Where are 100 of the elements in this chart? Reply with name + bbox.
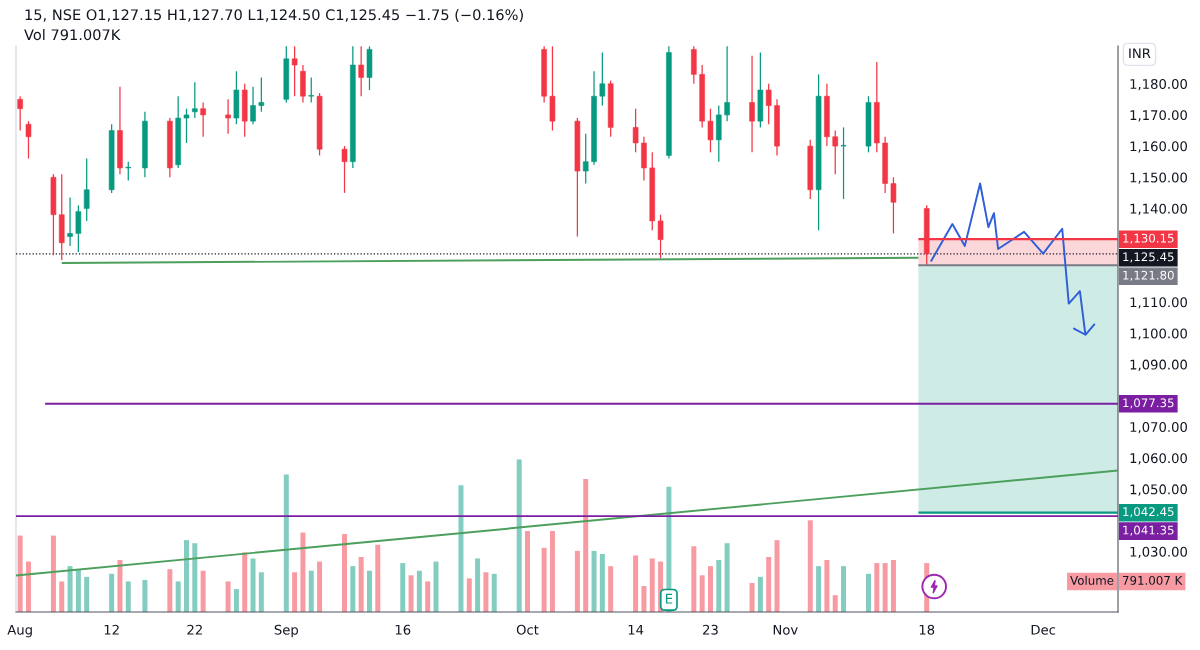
bar — [308, 570, 314, 612]
y-tick-label: 1,150.00 — [1130, 172, 1187, 184]
bar — [466, 578, 472, 612]
bar — [699, 575, 705, 612]
bar — [583, 479, 589, 612]
candlestick — [765, 83, 772, 125]
bar — [317, 561, 323, 612]
bar — [358, 556, 364, 612]
bar — [483, 572, 489, 612]
candlestick — [582, 133, 589, 185]
candlestick — [125, 161, 132, 182]
bar — [890, 560, 896, 612]
bar — [67, 566, 73, 612]
bar — [816, 566, 822, 612]
bar — [475, 558, 481, 612]
bar — [874, 563, 880, 612]
x-tick-label: Nov — [773, 624, 798, 635]
bar — [525, 531, 530, 612]
annotation: E — [666, 593, 673, 604]
bar — [832, 595, 838, 612]
text: 791.007 K — [1122, 575, 1183, 585]
candlestick — [192, 81, 198, 119]
x-tick-label: 14 — [628, 624, 644, 635]
bar — [366, 570, 372, 612]
candlestick — [183, 108, 190, 144]
annotation: Volume — [1070, 575, 1114, 585]
y-tick-label: 1,100.00 — [1130, 328, 1187, 340]
bar — [375, 544, 381, 612]
bar — [184, 540, 189, 612]
bar — [342, 534, 348, 612]
bar — [350, 566, 356, 612]
bar — [125, 581, 131, 612]
bar — [716, 560, 722, 612]
bar — [599, 553, 605, 612]
y-tick-label: 1,060.00 — [1130, 453, 1187, 465]
candlestick — [291, 46, 298, 97]
chart-title: Vol 791.007K — [24, 28, 121, 41]
y-tick-label: 1,180.00 — [1130, 78, 1187, 91]
y-tick-label: 1,070.00 — [1130, 421, 1187, 434]
candlestick — [17, 95, 23, 132]
x-tick-label: Sep — [274, 624, 299, 638]
bar — [425, 581, 431, 612]
bar — [824, 560, 830, 612]
bar — [491, 573, 497, 612]
y-tick-label: 1,090.00 — [1130, 359, 1187, 371]
data-label: 1,130.15 — [1123, 233, 1174, 244]
bar — [574, 550, 580, 612]
bar — [17, 535, 23, 612]
bar — [292, 572, 298, 612]
candlestick — [200, 101, 206, 138]
x-tick-label: Oct — [516, 624, 539, 635]
ref-line-label: 1,125.45 — [1123, 252, 1174, 263]
bar — [591, 550, 597, 612]
bar — [250, 558, 256, 612]
bar — [175, 581, 181, 612]
candlestick — [308, 76, 315, 104]
bar — [117, 560, 123, 612]
bar — [691, 546, 697, 612]
y-axis-title: INR — [1129, 48, 1151, 59]
candlestick — [258, 76, 265, 113]
bar — [59, 581, 65, 612]
candlestick — [83, 157, 90, 222]
bar — [749, 582, 755, 612]
candlestick — [707, 108, 714, 153]
x-tick-label: 12 — [104, 624, 119, 635]
bar — [458, 485, 464, 612]
bar — [408, 575, 414, 612]
bar — [283, 474, 289, 612]
bar — [866, 573, 871, 612]
candlestick — [724, 46, 730, 122]
y-tick-label: 1,140.00 — [1130, 203, 1187, 216]
x-tick-label: 23 — [703, 624, 718, 635]
bar — [433, 561, 439, 612]
bar — [649, 558, 655, 612]
x-tick-label: Dec — [1031, 624, 1056, 635]
candlestick — [890, 176, 897, 235]
bar — [516, 459, 522, 612]
bar — [50, 535, 56, 612]
bar — [300, 532, 306, 612]
bar — [167, 569, 173, 612]
bar — [200, 570, 206, 612]
candlestick — [657, 214, 664, 259]
bar — [549, 531, 555, 612]
candlestick — [599, 51, 606, 107]
candlestick — [632, 108, 639, 153]
bar — [242, 552, 248, 612]
candlestick — [832, 129, 838, 175]
y-tick-label: 1,160.00 — [1130, 141, 1187, 153]
candlestick — [840, 126, 847, 200]
bar — [109, 573, 115, 612]
bar — [766, 556, 772, 612]
bar — [233, 589, 239, 612]
candlestick — [749, 55, 755, 153]
candlestick — [225, 98, 231, 135]
candlestick — [250, 86, 256, 125]
bar — [258, 572, 264, 612]
bar — [75, 569, 81, 612]
x-tick-label: 18 — [919, 624, 935, 635]
bar — [757, 576, 763, 612]
bar — [882, 563, 888, 612]
